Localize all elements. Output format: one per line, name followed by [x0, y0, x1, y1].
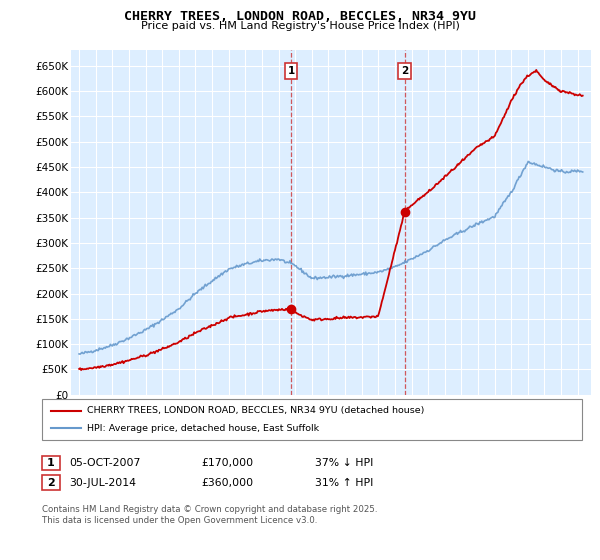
- Text: 1: 1: [47, 458, 55, 468]
- Text: CHERRY TREES, LONDON ROAD, BECCLES, NR34 9YU (detached house): CHERRY TREES, LONDON ROAD, BECCLES, NR34…: [87, 406, 424, 415]
- Text: 2: 2: [47, 478, 55, 488]
- Text: 05-OCT-2007: 05-OCT-2007: [69, 458, 140, 468]
- Text: Price paid vs. HM Land Registry's House Price Index (HPI): Price paid vs. HM Land Registry's House …: [140, 21, 460, 31]
- Text: 2: 2: [401, 66, 408, 76]
- Text: 1: 1: [287, 66, 295, 76]
- Text: £360,000: £360,000: [201, 478, 253, 488]
- Text: CHERRY TREES, LONDON ROAD, BECCLES, NR34 9YU: CHERRY TREES, LONDON ROAD, BECCLES, NR34…: [124, 10, 476, 22]
- Text: 37% ↓ HPI: 37% ↓ HPI: [315, 458, 373, 468]
- Text: Contains HM Land Registry data © Crown copyright and database right 2025.
This d: Contains HM Land Registry data © Crown c…: [42, 505, 377, 525]
- Text: 31% ↑ HPI: 31% ↑ HPI: [315, 478, 373, 488]
- Text: £170,000: £170,000: [201, 458, 253, 468]
- Text: HPI: Average price, detached house, East Suffolk: HPI: Average price, detached house, East…: [87, 424, 319, 433]
- Text: 30-JUL-2014: 30-JUL-2014: [69, 478, 136, 488]
